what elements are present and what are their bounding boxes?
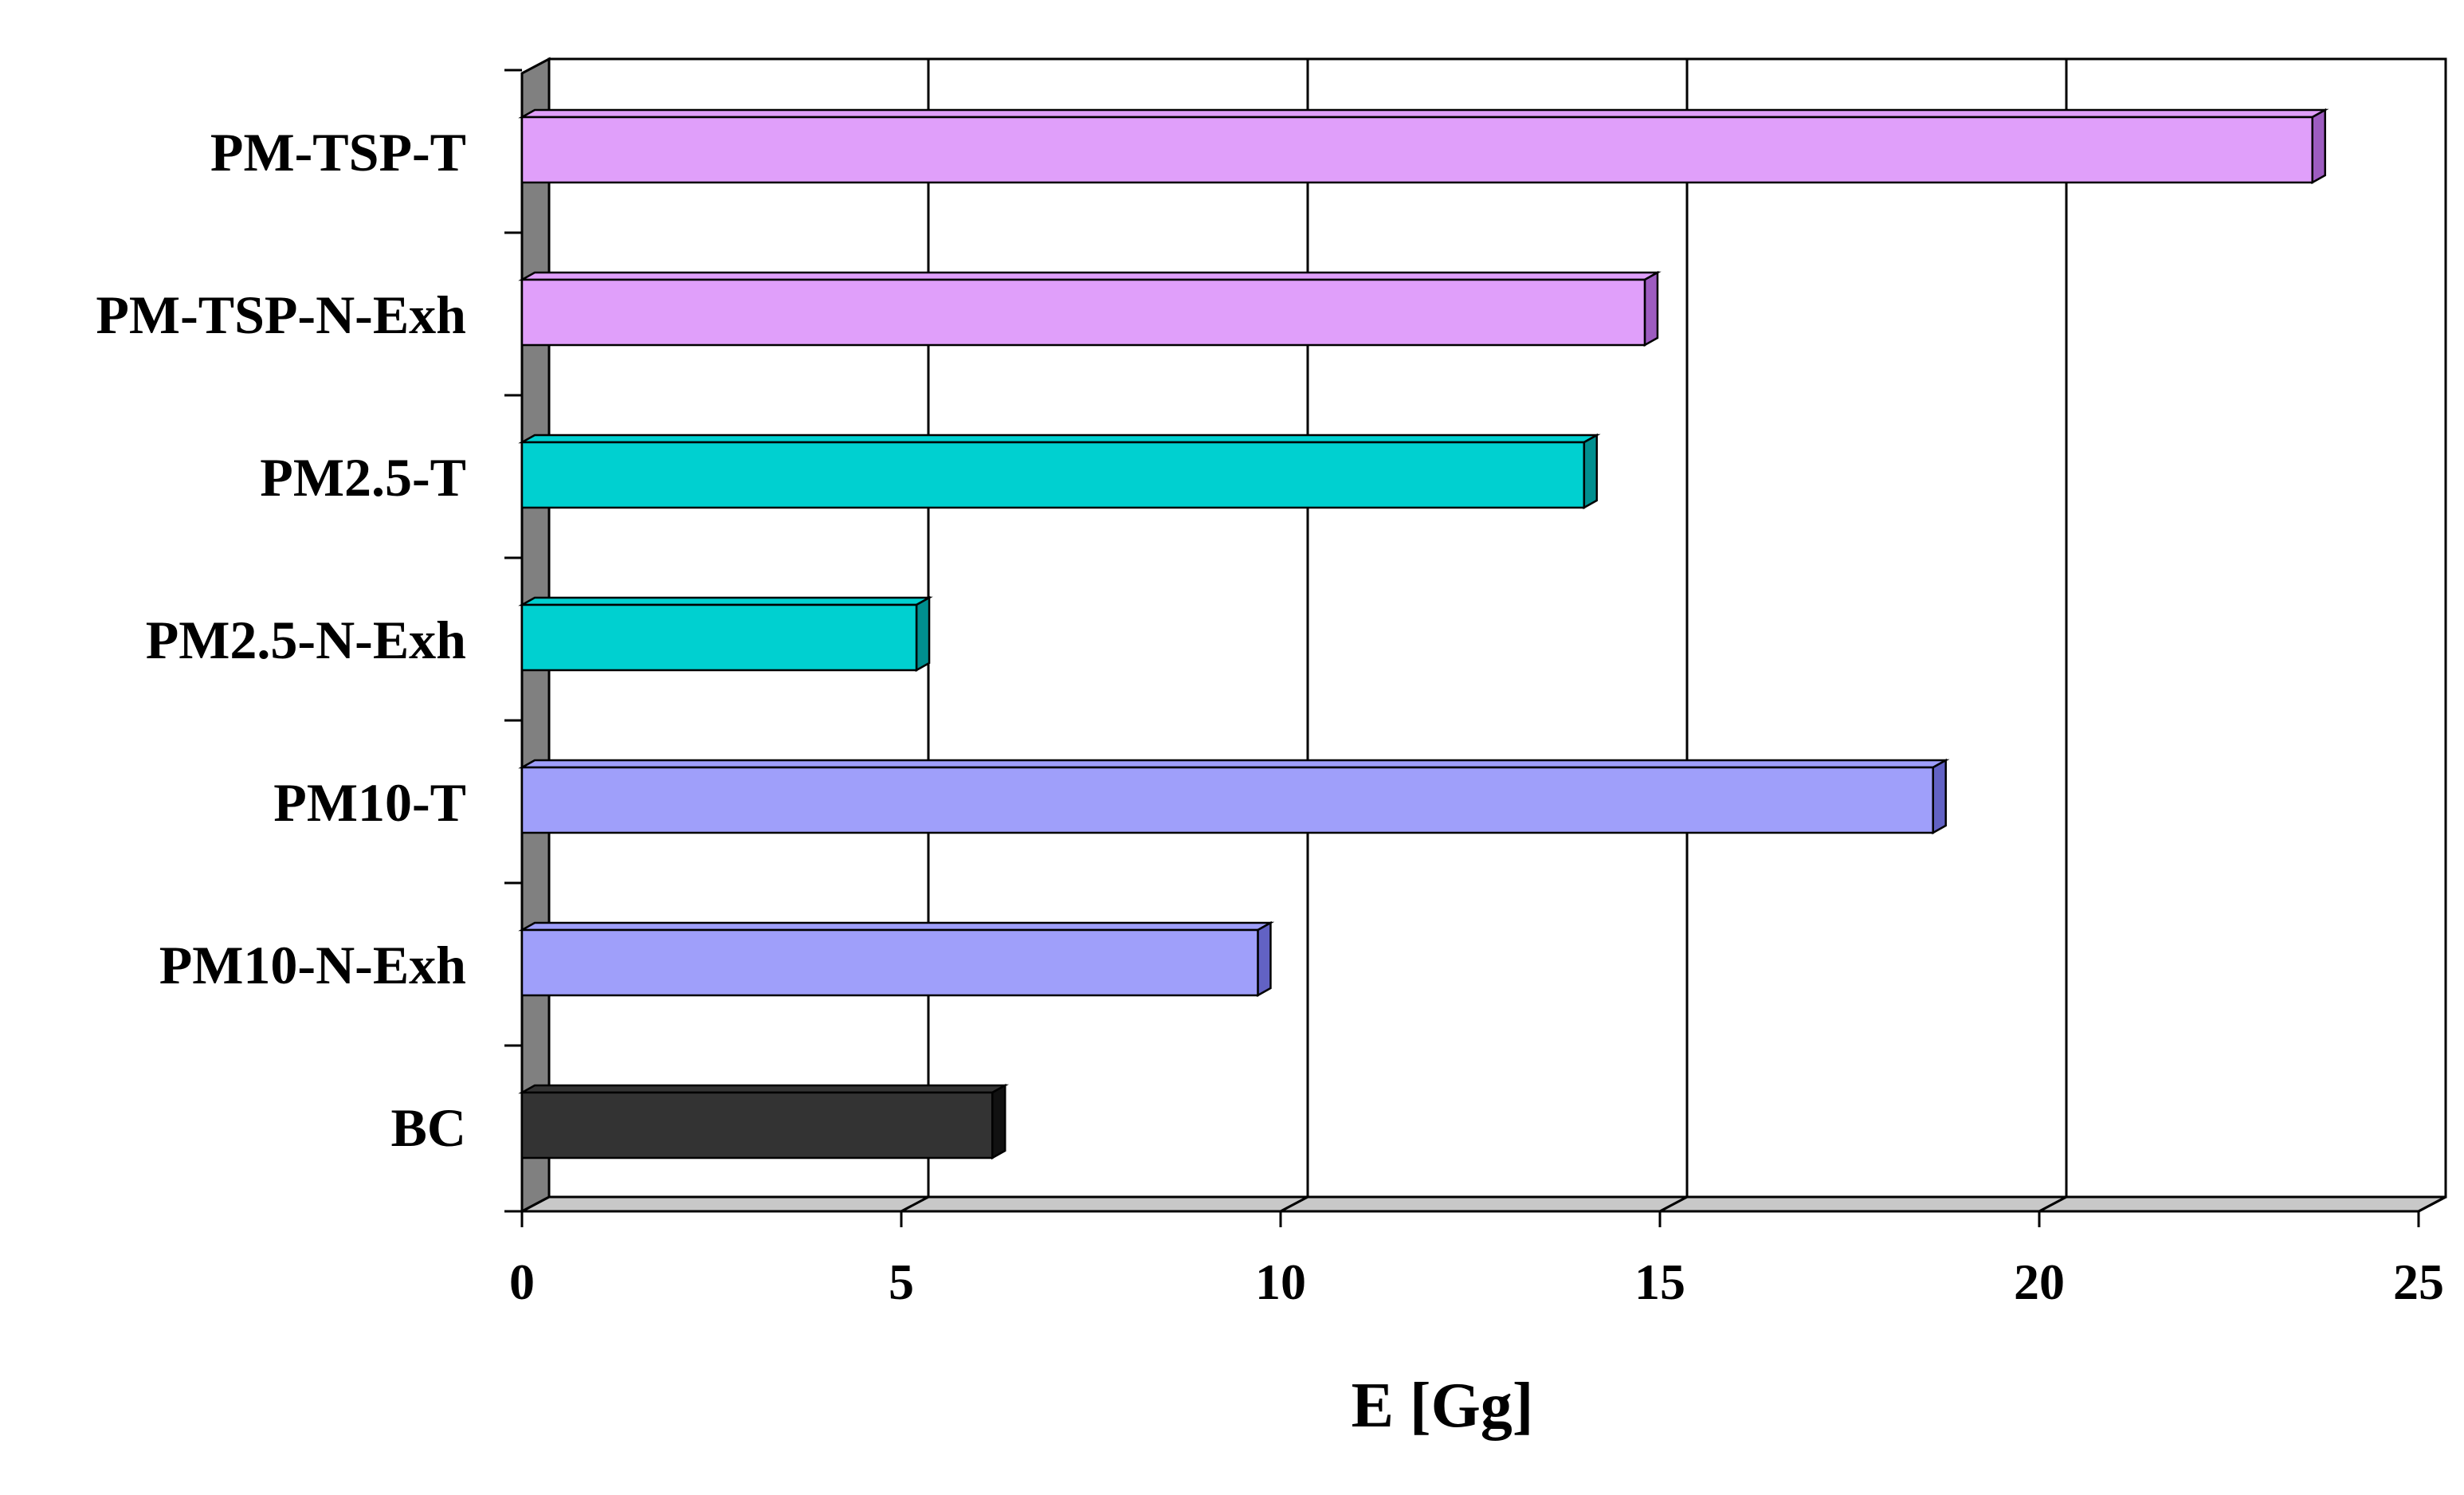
x-axis-label: E [Gg]: [1352, 1371, 1534, 1441]
bar-top: [518, 434, 1601, 444]
bar-end: [2311, 108, 2326, 185]
bar-end: [991, 1083, 1006, 1160]
bar: [520, 928, 1259, 997]
bar-top: [518, 596, 933, 606]
bar: [520, 766, 1934, 834]
bar-group: [518, 595, 933, 673]
category-label: PM2.5-N-Exh: [146, 610, 466, 670]
x-tick-label: 5: [889, 1254, 914, 1310]
bar-group: [518, 920, 1275, 998]
bar: [520, 278, 1646, 347]
axes: [504, 69, 2420, 1227]
tick-labels: PM-TSP-T PM-TSP-N-Exh PM2.5-T PM2.5-N-Exh PM…: [96, 122, 2444, 1310]
gridlines: [900, 59, 2447, 1213]
floor-gridline: [1280, 1195, 1309, 1213]
bar-top: [518, 1084, 1010, 1094]
bar: [520, 603, 918, 672]
x-tick-label: 15: [1634, 1254, 1685, 1310]
x-tick-label: 0: [509, 1254, 535, 1310]
category-label: PM-TSP-T: [210, 122, 466, 182]
bar: [520, 441, 1586, 509]
bar: [520, 116, 2313, 184]
category-label: BC: [391, 1097, 466, 1158]
bar-group: [518, 108, 2329, 185]
category-label: PM10-T: [273, 772, 466, 833]
x-tick-label: 20: [2014, 1254, 2065, 1310]
floor-gridline: [2418, 1195, 2446, 1213]
bar-group: [518, 758, 1950, 835]
category-label: PM-TSP-N-Exh: [96, 284, 466, 345]
x-tick-label: 25: [2393, 1254, 2444, 1310]
floor-gridline: [1659, 1195, 1688, 1213]
bar-top: [518, 108, 2329, 119]
x-tick-label: 10: [1255, 1254, 1306, 1310]
bar-end: [1257, 920, 1272, 998]
bars: [518, 108, 2329, 1160]
floor-panel: [521, 1195, 2446, 1213]
category-label: PM10-N-Exh: [159, 935, 466, 995]
floor-gridline: [900, 1195, 929, 1213]
bar-top: [518, 759, 1950, 769]
bar-group: [518, 270, 1662, 347]
bar: [520, 1091, 994, 1160]
category-label: PM2.5-T: [260, 447, 466, 508]
bar-end: [915, 595, 931, 673]
floor-gridline: [2038, 1195, 2067, 1213]
bar-group: [518, 433, 1601, 510]
bar-end: [1932, 758, 1947, 835]
bar-group: [518, 1083, 1010, 1160]
bar-top: [518, 921, 1275, 932]
bar-end: [1583, 433, 1599, 510]
bar-end: [1643, 270, 1659, 347]
bar-top: [518, 271, 1662, 281]
